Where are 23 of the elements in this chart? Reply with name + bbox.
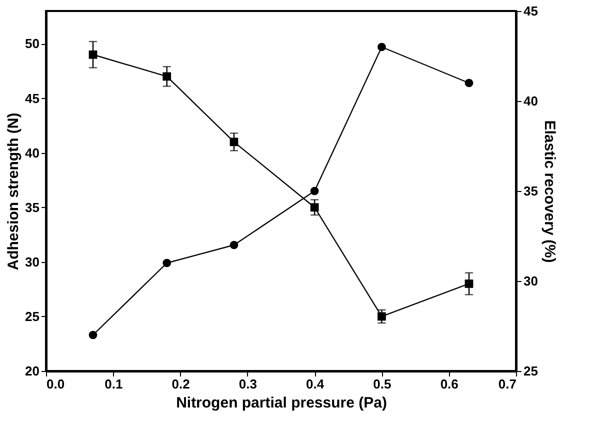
- x-tick-label: 0.6: [440, 376, 458, 392]
- x-tick-label: 0.0: [46, 376, 65, 392]
- y2-axis-title: Elastic recovery (%): [540, 120, 558, 263]
- y2-tick-label: 40: [524, 94, 538, 108]
- x-tick-label: 0.1: [104, 376, 123, 392]
- y2-tick-label: 35: [524, 184, 538, 198]
- y-tick-label: 20: [25, 364, 40, 378]
- y2-tick-label: 45: [524, 4, 538, 18]
- x-tick-label: 0.4: [306, 376, 325, 392]
- x-tick-label: 0.7: [498, 376, 516, 392]
- y-tick-label: 35: [25, 200, 40, 215]
- y-tick-label: 40: [25, 145, 40, 160]
- y-axis-title: Adhesion strength (N): [5, 112, 22, 270]
- x-tick-label: 0.2: [172, 376, 190, 392]
- y-tick-label: 45: [25, 90, 40, 106]
- y2-tick-label: 30: [524, 274, 538, 288]
- y2-tick-label: 25: [524, 364, 538, 378]
- y-tick-label: 25: [25, 308, 40, 324]
- y-tick-label: 50: [25, 36, 40, 52]
- y-tick-label: 30: [25, 254, 40, 270]
- x-tick-label: 0.3: [238, 376, 257, 392]
- x-axis-title: Nitrogen partial pressure (Pa): [176, 394, 387, 412]
- x-tick-label: 0.5: [373, 376, 392, 392]
